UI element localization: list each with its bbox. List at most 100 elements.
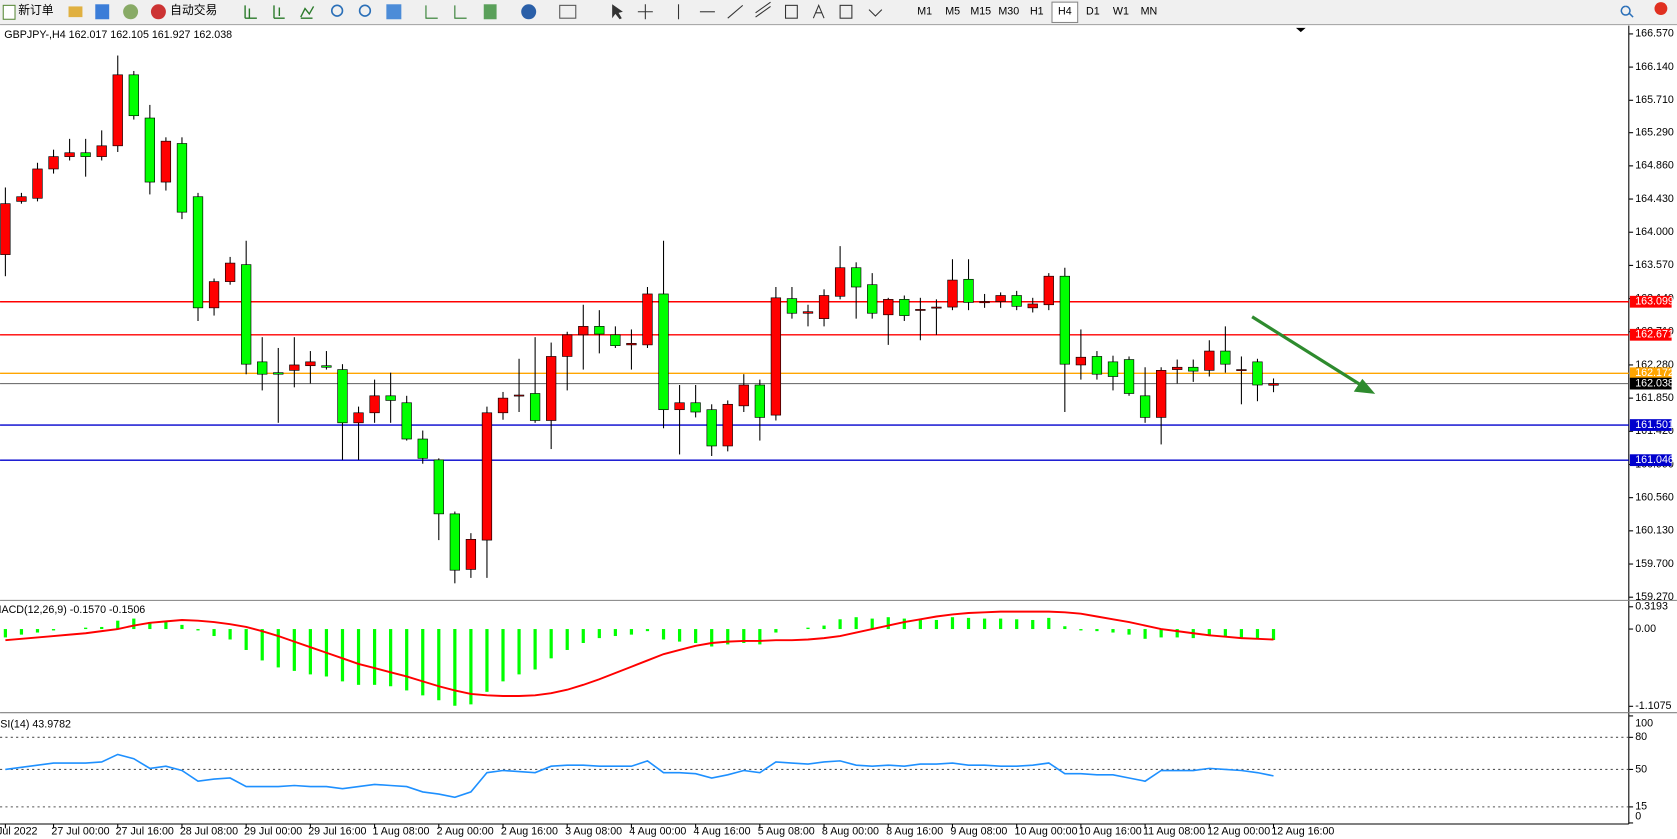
current-price-label: 162.038 [1635, 377, 1674, 389]
y-tick-label: 163.570 [1635, 259, 1674, 271]
y-tick-label: 160.130 [1635, 525, 1674, 537]
candle-body [192, 196, 204, 309]
candle-body [995, 295, 1006, 302]
fibo-icon[interactable] [784, 4, 798, 19]
candle-icon[interactable] [273, 5, 285, 19]
level-tag-label: 163.099 [1635, 296, 1674, 308]
candle-body [1252, 361, 1263, 386]
x-tick-label: 10 Aug 16:00 [1079, 825, 1142, 837]
trend-arrow [1251, 315, 1376, 394]
notification-badge[interactable] [1654, 2, 1668, 15]
timeframe-button[interactable]: M5 [945, 6, 960, 18]
x-tick-label: 29 Jul 00:00 [244, 825, 302, 837]
y-tick-label: 0.3193 [1635, 601, 1668, 613]
new-order-icon[interactable] [2, 4, 16, 20]
candle-body [690, 402, 701, 413]
x-tick-label: 11 Aug 08:00 [1143, 825, 1205, 837]
trendline-icon[interactable] [727, 4, 744, 19]
cursor-icon[interactable] [612, 4, 623, 20]
y-tick-label: 50 [1635, 763, 1647, 775]
template-icon[interactable] [559, 4, 577, 19]
period-icon[interactable] [521, 4, 537, 20]
y-tick-label: 164.430 [1635, 193, 1674, 205]
level-tag [1629, 419, 1672, 431]
current-price-tag [1629, 377, 1672, 390]
scroll-icon[interactable] [425, 5, 467, 19]
candle-body [16, 196, 27, 202]
candle-body [48, 156, 59, 170]
candle-body [626, 343, 637, 346]
icon[interactable] [123, 4, 139, 20]
y-tick-label: 100 [1635, 717, 1653, 729]
level-tag-label: 162.671 [1635, 329, 1674, 341]
candle-body [224, 262, 236, 282]
tile-icon[interactable] [386, 4, 402, 20]
arrows-icon[interactable] [868, 9, 883, 17]
level-tag [1629, 367, 1672, 380]
zoom-in-icon[interactable] [330, 4, 344, 17]
candle-body [1236, 369, 1247, 371]
auto-trading-button[interactable]: 自动交易 [170, 3, 217, 17]
candle-body [417, 438, 428, 459]
timeframe-button[interactable]: M15 [970, 6, 991, 18]
candle-body [979, 301, 990, 304]
x-tick-label: 29 Jul 16:00 [308, 825, 366, 837]
timeframe-button[interactable]: W1 [1113, 6, 1129, 18]
y-tick-label: 164.000 [1635, 226, 1674, 238]
new-order-button[interactable]: 新订单 [18, 3, 54, 17]
rsi-line [5, 753, 1274, 799]
candle-body [1220, 350, 1231, 365]
timeframe-button[interactable]: H4 [1058, 6, 1072, 18]
candle-body [722, 403, 733, 447]
line-icon[interactable] [300, 6, 315, 19]
text-icon[interactable] [812, 3, 825, 19]
candle-body [289, 364, 300, 371]
candle-body [353, 412, 364, 424]
y-tick-label: 165.290 [1635, 127, 1674, 139]
timeframe-button[interactable]: M1 [917, 6, 932, 18]
zoom-out-icon[interactable] [358, 4, 372, 17]
candle-body [802, 311, 814, 314]
candle-body [144, 117, 155, 183]
candle-body [1204, 350, 1215, 371]
candle-body [1075, 356, 1087, 366]
level-tag-label: 161.046 [1635, 454, 1674, 466]
indicator-icon[interactable] [483, 4, 497, 20]
candle-body [257, 361, 268, 375]
level-tag [1629, 454, 1672, 467]
candle-body [786, 298, 798, 314]
plot: 166.570 166.140 165.710 165.290 164.860 164.4… [0, 28, 1674, 838]
icon[interactable] [95, 4, 110, 20]
candle-body [433, 459, 444, 515]
timeframe-button[interactable]: H1 [1030, 6, 1044, 18]
auto-trading-icon[interactable] [150, 4, 166, 20]
candle-body [738, 384, 749, 407]
active-timeframe [1051, 1, 1079, 24]
bar-chart-icon[interactable] [244, 5, 257, 19]
candle-body [241, 264, 252, 365]
candle-body [1123, 359, 1135, 394]
y-tick-label: 160.560 [1635, 491, 1674, 503]
candle-body [562, 334, 573, 357]
search-icon[interactable] [1620, 5, 1634, 18]
candle-body [610, 334, 621, 346]
candle-body [385, 395, 396, 401]
crosshair-icon[interactable] [637, 4, 653, 20]
icon[interactable] [68, 6, 83, 18]
timeframe-button[interactable]: MN [1141, 6, 1158, 18]
candle-body [834, 267, 846, 297]
candle-body [594, 326, 605, 335]
timeframe-button[interactable]: M30 [998, 6, 1019, 18]
x-tick-label: 1 Aug 08:00 [372, 825, 429, 837]
candle-body [321, 365, 332, 368]
candle-body [32, 168, 43, 199]
timeframe-button[interactable]: D1 [1086, 6, 1100, 18]
channel-icon[interactable] [755, 1, 771, 18]
candle-body [1091, 356, 1103, 375]
y-tick-label: 0 [1635, 810, 1641, 822]
candle-body [176, 143, 188, 213]
candle-body [273, 372, 284, 375]
candle-body [513, 394, 525, 397]
label-icon[interactable] [839, 4, 853, 19]
y-tick-label: 159.700 [1635, 558, 1674, 570]
